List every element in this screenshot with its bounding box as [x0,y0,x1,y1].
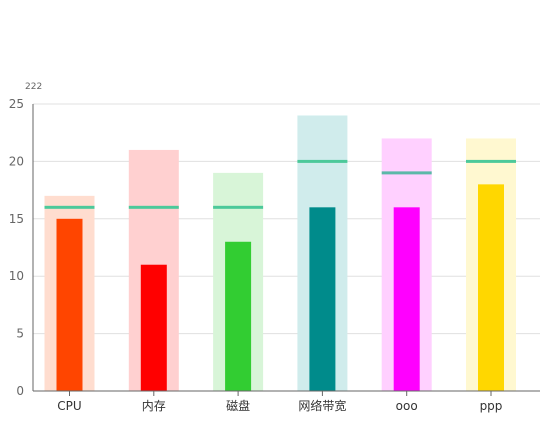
axes [32,104,540,392]
target-marker-1 [128,205,179,209]
y-axis-ticks: 0 5 10 15 20 25 [9,97,24,398]
y-tick-label-0: 0 [16,384,24,398]
target-marker-3 [297,159,348,163]
x-tick-label-1: 内存 [142,399,166,413]
target-marker-2 [213,205,264,209]
y-tick-label-15: 15 [9,212,24,226]
y-tick-label-25: 25 [9,97,24,111]
y-tick-label-5: 5 [16,327,24,341]
x-axis-ticks: CPU 内存 磁盘 网络带宽 ooo ppp [57,391,502,413]
capacity-bars [44,115,516,391]
x-tick-label-3: 网络带宽 [298,398,346,413]
target-marker-4 [381,171,432,175]
actual-bars [56,184,504,391]
x-tick-label-5: ppp [480,399,503,413]
actual-bar-5 [478,184,504,391]
grid-lines [33,103,540,335]
target-marker-0 [44,205,95,209]
y-tick-label-10: 10 [9,269,24,283]
x-tick-label-0: CPU [57,399,81,413]
actual-bar-2 [225,241,252,391]
x-tick-label-2: 磁盘 [226,398,250,413]
x-tick-label-4: ooo [396,399,418,413]
target-marker-5 [466,159,516,163]
actual-bar-0 [56,218,83,391]
actual-bar-3 [309,207,336,391]
actual-bar-4 [393,207,420,391]
target-markers [44,159,516,209]
actual-bar-1 [140,264,167,391]
y-tick-label-20: 20 [9,154,24,168]
y-axis-label: 222 [25,82,42,92]
